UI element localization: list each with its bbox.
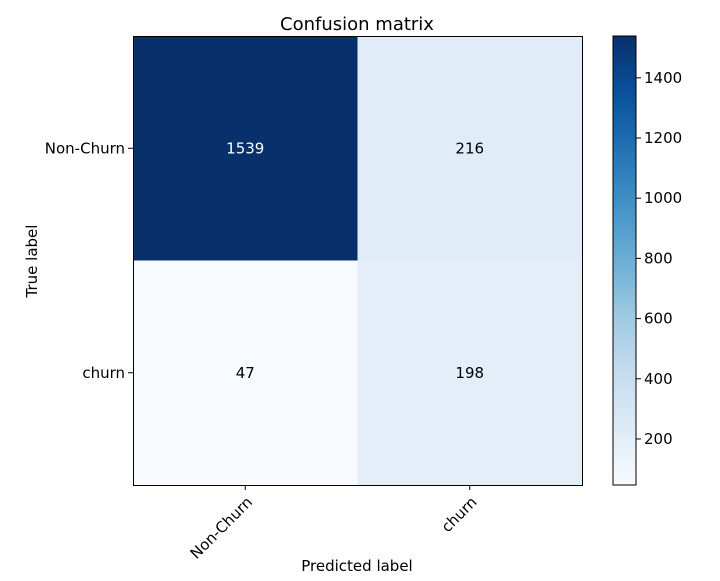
heatmap-cell-labels: 1539 216 47 198 xyxy=(226,139,484,382)
colorbar-tick-label: 1200 xyxy=(644,129,682,147)
chart-title: Confusion matrix xyxy=(280,14,434,35)
heatmap-cells xyxy=(133,36,583,486)
heatmap-cell xyxy=(357,260,583,486)
colorbar-tick-label: 200 xyxy=(644,430,673,448)
heatmap-cell xyxy=(133,36,358,261)
y-axis-ticks: Non-Churn churn xyxy=(45,139,133,382)
colorbar-tick-label: 400 xyxy=(644,370,673,388)
x-tick-label: churn xyxy=(438,493,481,536)
heatmap-cell xyxy=(133,260,358,486)
colorbar-tick-label: 800 xyxy=(644,249,673,267)
cell-value-label: 216 xyxy=(455,139,484,157)
colorbar xyxy=(612,35,637,486)
colorbar-tick-label: 1000 xyxy=(644,189,682,207)
colorbar-ticks: 200 400 600 800 1000 1200 1400 xyxy=(636,69,682,448)
cell-value-label: 1539 xyxy=(226,139,264,157)
cell-value-label: 47 xyxy=(236,364,255,382)
plot-frame xyxy=(133,36,583,486)
heatmap-cell xyxy=(357,36,583,261)
x-tick-label: Non-Churn xyxy=(187,493,256,562)
x-axis-label: Predicted label xyxy=(301,557,412,575)
y-tick-label: Non-Churn xyxy=(45,139,125,157)
cell-value-label: 198 xyxy=(455,364,484,382)
y-tick-label: churn xyxy=(82,364,125,382)
y-axis-label: True label xyxy=(23,225,41,299)
colorbar-tick-label: 1400 xyxy=(644,69,682,87)
colorbar-tick-label: 600 xyxy=(644,310,673,328)
x-axis-ticks: Non-Churn churn xyxy=(187,485,481,563)
